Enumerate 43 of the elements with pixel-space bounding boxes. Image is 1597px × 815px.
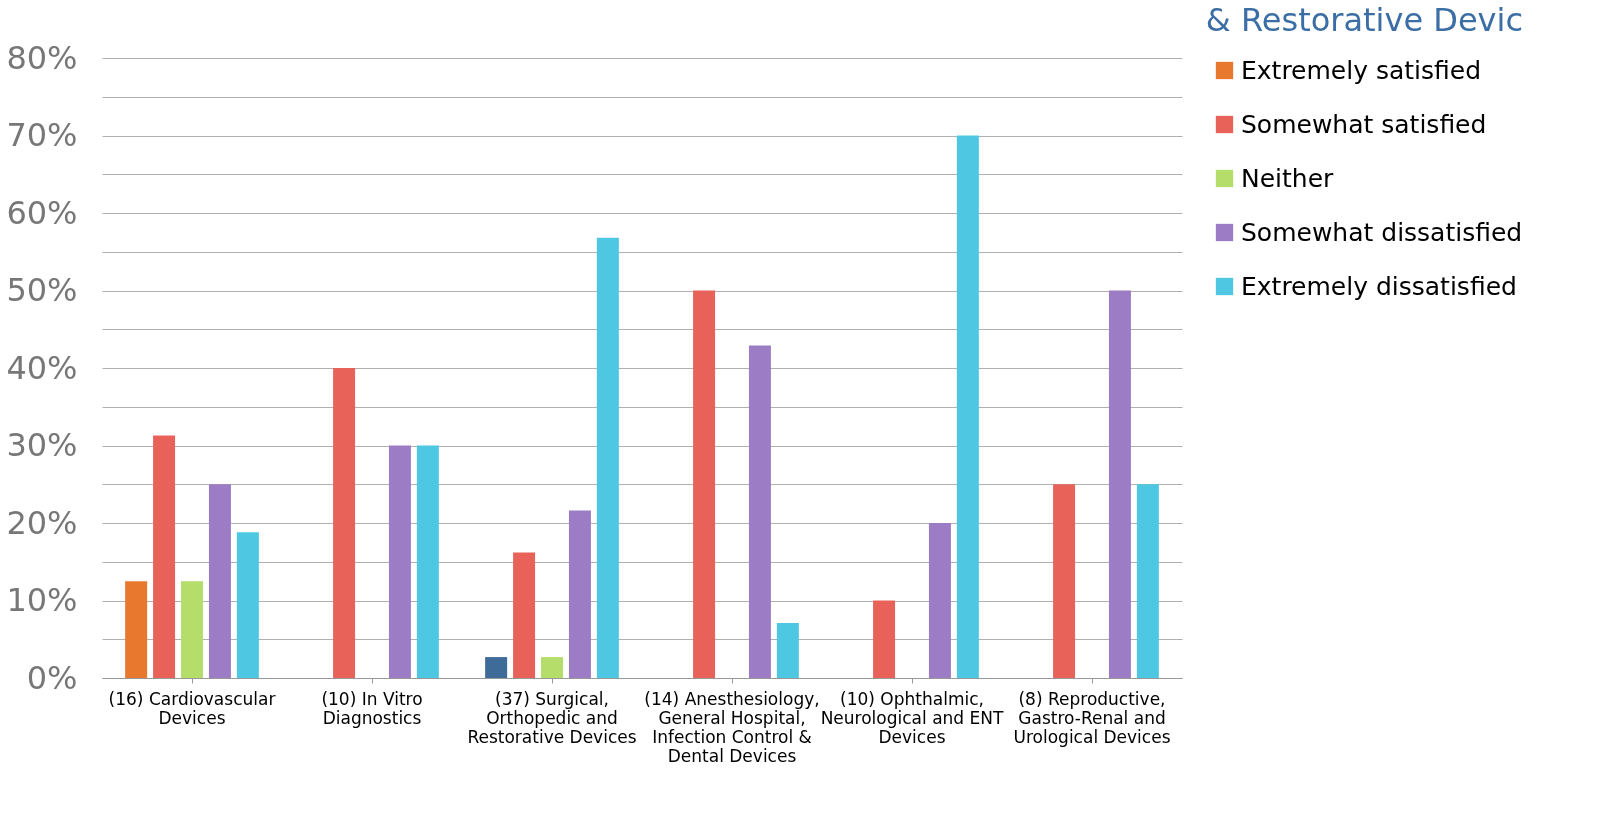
bar — [748, 345, 771, 678]
y-tick-label: 80% — [6, 38, 78, 77]
y-tick-label: 50% — [6, 271, 78, 309]
legend-label: Somewhat dissatisfied — [1241, 217, 1523, 247]
bar — [153, 435, 176, 678]
bar — [208, 484, 231, 678]
y-tick-label: 0% — [26, 658, 78, 697]
bar — [388, 445, 411, 678]
bar — [568, 510, 591, 678]
legend-label: Somewhat satisfied — [1241, 109, 1487, 139]
bar — [236, 532, 259, 678]
bar — [776, 622, 799, 678]
legend-label: Extremely dissatisfied — [1241, 271, 1517, 301]
bar — [873, 600, 896, 678]
x-tick-label: (16) Cardiovascular Devices — [108, 688, 276, 728]
bar — [333, 368, 356, 678]
text: & Restorative Devic — [1205, 1, 1523, 39]
x-tick-label: (37) Surgical, Orthopedic and Restorative Devices — [467, 688, 637, 747]
bar — [1053, 484, 1076, 678]
y-tick-label: 40% — [6, 348, 78, 387]
bar — [513, 552, 536, 678]
y-tick-label: 60% — [6, 193, 78, 232]
bar — [485, 657, 508, 678]
bar — [1136, 484, 1159, 678]
x-tick-label: (8) Reproductive, Gastro-Renal and Urological Devices — [1013, 688, 1171, 747]
bar — [416, 445, 439, 678]
bar — [956, 135, 979, 678]
y-tick-label: 70% — [6, 116, 78, 154]
x-tick-label: (14) Anesthesiology, General Hospital, Infection Control & Dental Devices — [644, 688, 820, 766]
bar — [693, 290, 716, 678]
bar — [928, 523, 951, 678]
x-tick-label: (10) Ophthalmic, Neurological and ENT Devices — [820, 688, 1004, 747]
bar — [1108, 290, 1131, 678]
bar — [596, 237, 619, 678]
y-tick-label: 30% — [6, 426, 78, 464]
y-tick-label: 10% — [6, 581, 78, 619]
legend-label: Extremely satisfied — [1241, 55, 1482, 85]
y-tick-label: 20% — [6, 503, 78, 542]
bar — [181, 581, 203, 678]
bar — [125, 581, 148, 678]
bar — [541, 657, 563, 678]
legend-label: Neither — [1241, 163, 1335, 193]
x-tick-label: (10) In Vitro Diagnostics — [321, 688, 423, 728]
